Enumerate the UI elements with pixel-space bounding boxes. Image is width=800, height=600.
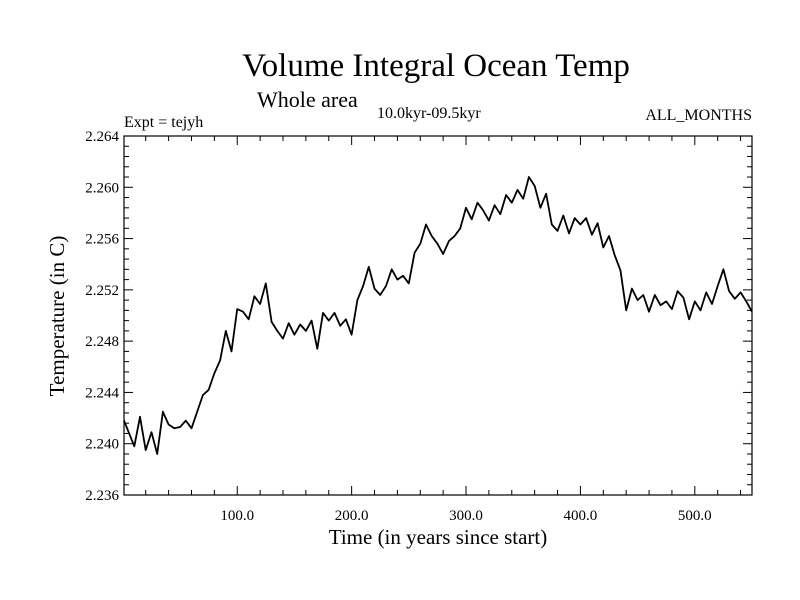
x-tick-label: 200.0 — [335, 508, 369, 524]
chart-subtitle: Whole area — [257, 87, 358, 112]
chart-period: 10.0kyr-09.5kyr — [377, 105, 481, 122]
x-tick-label: 300.0 — [449, 508, 483, 524]
x-tick-label: 100.0 — [220, 508, 254, 524]
y-tick-label: 2.256 — [85, 232, 119, 248]
y-tick-label: 2.260 — [85, 180, 119, 196]
chart-title: Volume Integral Ocean Temp — [242, 48, 630, 84]
x-axis-ticks — [145, 136, 742, 495]
series-line — [123, 176, 753, 455]
x-axis-tick-labels: 100.0 200.0 300.0 400.0 500.0 — [220, 508, 711, 524]
y-tick-label: 2.252 — [85, 283, 119, 299]
y-tick-label: 2.244 — [85, 385, 119, 401]
plot-frame — [123, 135, 753, 496]
y-tick-label: 2.248 — [85, 334, 119, 350]
y-tick-label: 2.264 — [85, 129, 119, 145]
x-tick-label: 400.0 — [564, 508, 598, 524]
y-tick-label: 2.236 — [85, 488, 119, 504]
y-axis-tick-labels: 2.236 2.240 2.244 2.248 2.252 2.256 2.260 2.264 — [85, 129, 119, 504]
x-tick-label: 500.0 — [678, 508, 712, 524]
x-axis-label: Time (in years since start) — [329, 525, 548, 549]
y-tick-label: 2.240 — [85, 437, 119, 453]
y-axis-ticks — [124, 135, 752, 496]
experiment-label: Expt = tejyh — [124, 114, 203, 131]
months-label: ALL_MONTHS — [645, 107, 752, 124]
y-axis-label: Temperature (in C) — [45, 236, 69, 397]
